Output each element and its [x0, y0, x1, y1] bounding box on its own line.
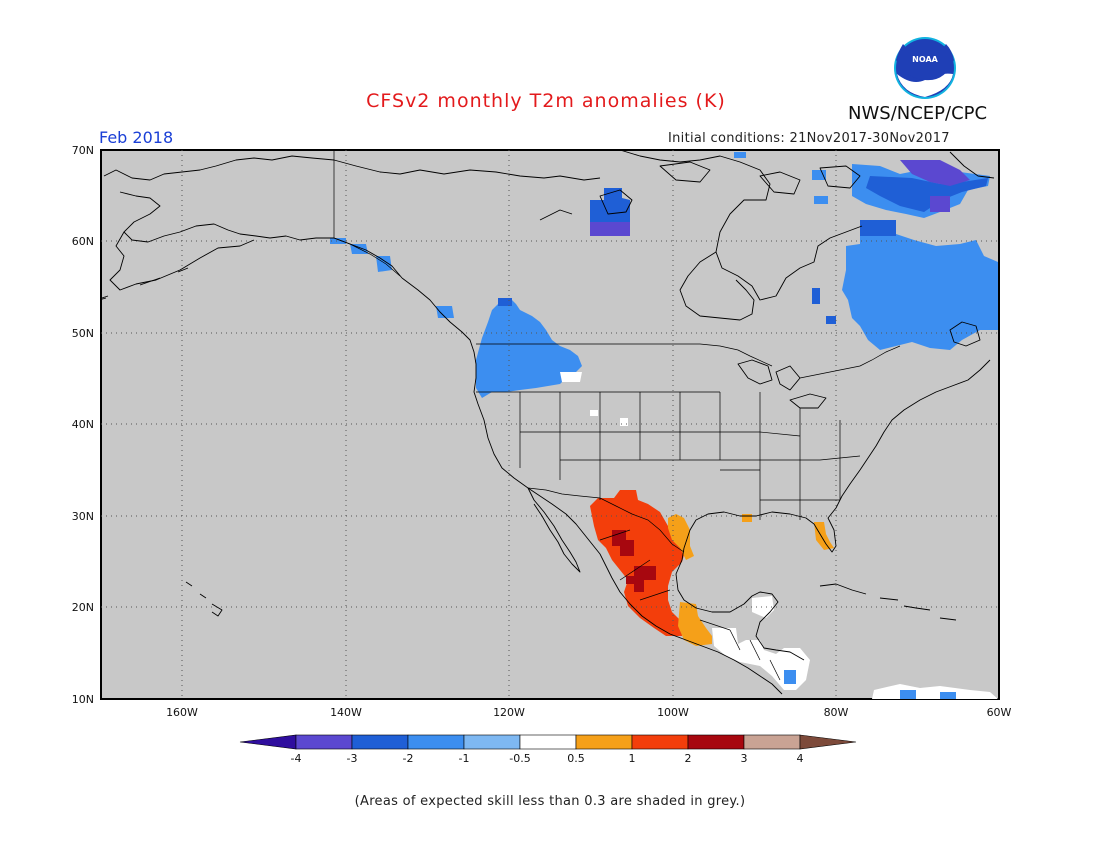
colorbar-arrow-high [799, 734, 857, 750]
colorbar-box [519, 734, 577, 750]
agency-label: NWS/NCEP/CPC [848, 103, 988, 124]
lat-label: 60N [72, 235, 94, 248]
colorbar-arrow-low [239, 734, 297, 750]
colorbar-label: 4 [797, 752, 804, 765]
valid-month: Feb 2018 [99, 128, 174, 147]
lat-label: 10N [72, 693, 94, 706]
mexico-very-warm [612, 530, 634, 556]
nunavut-very-cold [590, 222, 630, 236]
quebec-labrador-cold [842, 220, 998, 350]
colorbar-box [631, 734, 689, 750]
pacific-northwest-cold-white [560, 372, 582, 382]
noaa-logo: NOAA [894, 37, 956, 99]
colorbar-box [687, 734, 745, 750]
colorbar-label: 1 [629, 752, 636, 765]
colorbar-label: 3 [741, 752, 748, 765]
lon-label: 140W [330, 706, 362, 719]
colorbar: -4 -3 -2 -1 -0.5 0.5 1 2 3 4 [239, 734, 857, 765]
florida-warm [814, 522, 834, 550]
lat-label: 50N [72, 327, 94, 340]
lat-label: 20N [72, 601, 94, 614]
colorbar-box [463, 734, 521, 750]
colorbar-label: 0.5 [567, 752, 585, 765]
colorbar-label: -3 [347, 752, 358, 765]
colorbar-label: 2 [685, 752, 692, 765]
texas-gulf-warm [668, 514, 694, 560]
south-mexico-warm [678, 602, 712, 646]
political-borders [333, 150, 901, 681]
colorbar-box [407, 734, 465, 750]
colorbar-box [351, 734, 409, 750]
lon-label: 120W [493, 706, 525, 719]
coastlines [101, 150, 995, 695]
colorbar-box [295, 734, 353, 750]
lon-axis-labels: 160W 140W 120W 100W 80W 60W [166, 706, 1011, 719]
initial-conditions: Initial conditions: 21Nov2017-30Nov2017 [668, 131, 950, 146]
lat-axis-labels: 70N 60N 50N 40N 30N 20N 10N [72, 144, 94, 706]
pacific-northwest-cold [476, 298, 582, 398]
mexico-warm [590, 490, 686, 636]
lat-label: 30N [72, 510, 94, 523]
colorbar-label: -2 [403, 752, 414, 765]
lon-label: 160W [166, 706, 198, 719]
colorbar-label: -1 [459, 752, 470, 765]
colorbar-label: -0.5 [509, 752, 530, 765]
lat-label: 70N [72, 144, 94, 157]
lat-label: 40N [72, 418, 94, 431]
colorbar-box [743, 734, 801, 750]
map-title: CFSv2 monthly T2m anomalies (K) [366, 90, 726, 112]
colorbar-box [575, 734, 633, 750]
nunavut-cold [590, 188, 630, 222]
lon-label: 60W [987, 706, 1012, 719]
colorbar-label: -4 [291, 752, 302, 765]
lon-label: 100W [657, 706, 689, 719]
noaa-logo-text: NOAA [912, 55, 938, 64]
lon-label: 80W [824, 706, 849, 719]
footnote: (Areas of expected skill less than 0.3 a… [354, 794, 746, 809]
